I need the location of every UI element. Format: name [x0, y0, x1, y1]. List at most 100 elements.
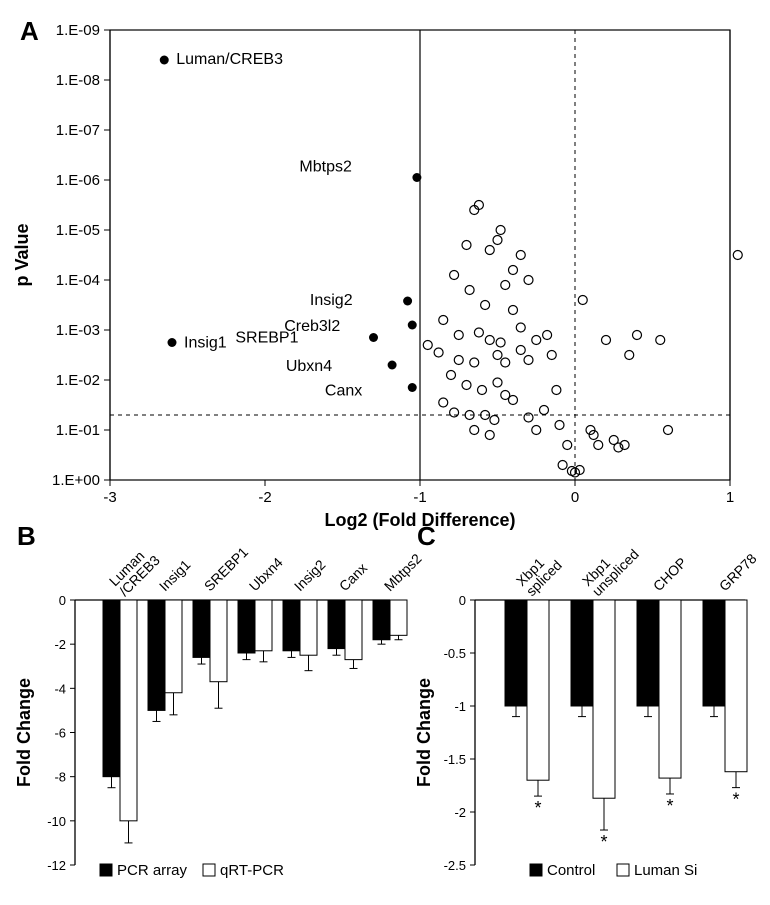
scatter-point-open — [501, 281, 510, 290]
y-tick-label: 1.E-01 — [56, 422, 100, 439]
panel-c-sig: * — [732, 790, 739, 810]
x-tick-label: -2 — [258, 489, 271, 506]
panel-c-ytick-label: -1 — [454, 699, 466, 714]
x-tick-label: -1 — [413, 489, 426, 506]
y-tick-label: 1.E-02 — [56, 372, 100, 389]
scatter-point-open — [540, 406, 549, 415]
scatter-point-open — [532, 336, 541, 345]
panel-b-bar — [300, 600, 317, 655]
scatter-point-open — [450, 408, 459, 417]
panel-b-ytick-label: -8 — [54, 770, 66, 785]
panel-b-bar — [345, 600, 362, 660]
panel-b-legend-label: PCR array — [117, 862, 188, 879]
panel-c-sig: * — [534, 798, 541, 818]
scatter-point-open — [532, 426, 541, 435]
scatter-point-open — [481, 301, 490, 310]
panel-b-bar — [165, 600, 182, 693]
scatter-point-open — [501, 358, 510, 367]
scatter-point-open — [496, 338, 505, 347]
panel-c-legend-swatch — [617, 864, 629, 876]
scatter-point-open — [454, 331, 463, 340]
panel-b-ytick-label: -10 — [47, 814, 66, 829]
panel-b-ylabel: Fold Change — [14, 678, 34, 787]
panel-b-cat-label: Canx — [336, 560, 370, 594]
panel-b-cat-label: Mbtps2 — [381, 550, 425, 594]
scatter-point-open — [434, 348, 443, 357]
panel-c-cat-label-g: Xbp1spliced — [513, 547, 565, 599]
panel-c-bar — [505, 600, 527, 706]
scatter-point-open — [524, 356, 533, 365]
scatter-point-open — [493, 378, 502, 387]
scatter-point-open — [656, 336, 665, 345]
scatter-point-open — [450, 271, 459, 280]
panel-b-bar — [390, 600, 407, 635]
panel-c-bar — [703, 600, 725, 706]
panel-b-bar — [283, 600, 300, 651]
scatter-point-open — [602, 336, 611, 345]
scatter-point-filled — [412, 173, 421, 182]
panel-c-ytick-label: -2 — [454, 805, 466, 820]
panel-b-ytick-label: -4 — [54, 681, 66, 696]
panel-c-ytick-label: -2.5 — [444, 858, 466, 873]
scatter-point-open — [509, 306, 518, 315]
scatter-point-open — [558, 461, 567, 470]
x-tick-label: 1 — [726, 489, 734, 506]
panel-b-label: B — [17, 521, 36, 551]
scatter-point-open — [552, 386, 561, 395]
panel-b-bar — [193, 600, 210, 657]
figure-container: A-3-2-101Log2 (Fold Difference)1.E-091.E… — [0, 0, 770, 900]
scatter-point-open — [543, 331, 552, 340]
y-tick-label: 1.E-08 — [56, 72, 100, 89]
panel-b-bar — [238, 600, 255, 653]
scatter-point-open — [485, 246, 494, 255]
scatter-point-open — [470, 426, 479, 435]
panel-b-ytick-label: 0 — [59, 593, 66, 608]
y-tick-label: 1.E-09 — [56, 22, 100, 39]
scatter-point-open — [594, 441, 603, 450]
panel-c-sig: * — [600, 832, 607, 852]
x-tick-label: -3 — [103, 489, 116, 506]
y-tick-label: 1.E-07 — [56, 122, 100, 139]
panel-b-bar — [148, 600, 165, 710]
scatter-point-label: Insig2 — [310, 292, 353, 309]
panel-c-ytick-label: -0.5 — [444, 646, 466, 661]
scatter-point-open — [447, 371, 456, 380]
y-tick-label: 1.E-03 — [56, 322, 100, 339]
panel-b-legend-swatch — [100, 864, 112, 876]
scatter-point-open — [462, 241, 471, 250]
scatter-point-open — [733, 251, 742, 260]
scatter-point-open — [478, 386, 487, 395]
scatter-point-filled — [408, 383, 417, 392]
y-tick-label: 1.E+00 — [52, 472, 100, 489]
scatter-point-label: Ubxn4 — [286, 358, 332, 375]
panel-c-legend-label: Control — [547, 862, 595, 879]
panel-c-legend-label: Luman Si — [634, 862, 697, 879]
y-tick-label: 1.E-05 — [56, 222, 100, 239]
panel-c-bar — [527, 600, 549, 780]
scatter-point-open — [493, 236, 502, 245]
panel-a-label: A — [20, 16, 39, 46]
scatter-point-open — [423, 341, 432, 350]
scatter-point-open — [485, 336, 494, 345]
scatter-point-filled — [160, 56, 169, 65]
panel-b-cat-label: Insig1 — [156, 556, 194, 594]
panel-b-cat-label: Ubxn4 — [246, 554, 286, 594]
scatter-point-open — [578, 296, 587, 305]
scatter-point-filled — [168, 338, 177, 347]
panel-c-ytick-label: 0 — [459, 593, 466, 608]
panel-c-cat-label-g: Xbp1unspliced — [579, 536, 642, 599]
scatter-point-open — [493, 351, 502, 360]
scatter-point-open — [490, 416, 499, 425]
panel-b-bar — [120, 600, 137, 821]
scatter-point-open — [454, 356, 463, 365]
scatter-point-open — [563, 441, 572, 450]
panel-b-legend-swatch — [203, 864, 215, 876]
panel-c-bar — [593, 600, 615, 798]
scatter-point-open — [439, 316, 448, 325]
scatter-point-open — [516, 346, 525, 355]
panel-b-bar — [255, 600, 272, 651]
scatter-point-label: Luman/CREB3 — [176, 51, 283, 68]
scatter-point-open — [439, 398, 448, 407]
panel-b-bar — [103, 600, 120, 777]
scatter-point-open — [462, 381, 471, 390]
